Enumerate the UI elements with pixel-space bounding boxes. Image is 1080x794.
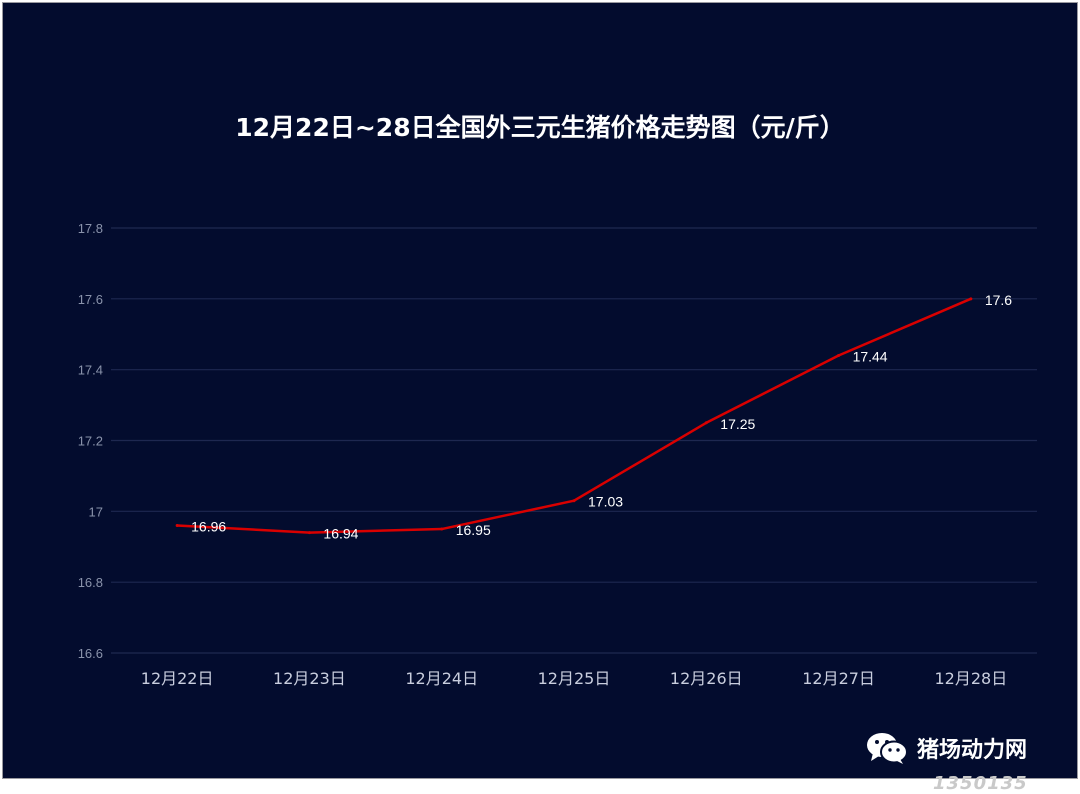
data-point bbox=[969, 297, 973, 301]
y-tick-label: 17.8 bbox=[78, 221, 103, 236]
x-tick-label: 12月24日 bbox=[405, 669, 478, 688]
y-axis: 16.6 16.8 17 17.2 17.4 17.6 17.8 bbox=[78, 221, 103, 661]
y-tick-label: 17.2 bbox=[78, 434, 103, 449]
data-label: 17.03 bbox=[588, 494, 623, 510]
watermark-number: 1350135 bbox=[933, 773, 1028, 794]
series-line bbox=[175, 297, 973, 535]
data-label: 17.6 bbox=[985, 292, 1012, 308]
gridlines bbox=[111, 227, 1037, 654]
data-point bbox=[704, 421, 708, 425]
y-tick-label: 17.6 bbox=[78, 292, 103, 307]
data-point bbox=[440, 527, 444, 531]
data-label: 16.95 bbox=[456, 522, 491, 538]
x-tick-label: 12月26日 bbox=[670, 669, 743, 688]
y-tick-label: 17.4 bbox=[78, 363, 103, 378]
wechat-icon bbox=[867, 733, 908, 764]
x-tick-label: 12月23日 bbox=[273, 669, 346, 688]
data-point bbox=[572, 499, 576, 503]
data-label: 16.94 bbox=[323, 526, 358, 542]
data-point bbox=[837, 354, 841, 357]
watermark: 猪场动力网 bbox=[865, 731, 1027, 765]
x-tick-label: 12月25日 bbox=[538, 669, 611, 688]
data-label: 17.44 bbox=[853, 349, 888, 365]
data-label: 17.25 bbox=[720, 416, 755, 432]
data-point bbox=[307, 531, 311, 535]
x-tick-label: 12月22日 bbox=[141, 669, 214, 688]
series-line-path bbox=[177, 297, 972, 534]
y-tick-label: 16.8 bbox=[78, 575, 103, 590]
data-labels: 16.96 16.94 16.95 17.03 17.25 17.44 17.6 bbox=[191, 292, 1012, 542]
x-tick-label: 12月27日 bbox=[802, 669, 875, 688]
y-tick-label: 17 bbox=[89, 504, 103, 519]
x-tick-label: 12月28日 bbox=[934, 669, 1007, 688]
data-point bbox=[175, 524, 179, 527]
chart-title: 12月22日~28日全国外三元生猪价格走势图（元/斤） bbox=[235, 113, 845, 142]
x-axis: 12月22日 12月23日 12月24日 12月25日 12月26日 12月27日 12月2… bbox=[141, 669, 1007, 688]
data-label: 16.96 bbox=[191, 519, 226, 535]
watermark-text: 猪场动力网 bbox=[917, 738, 1028, 763]
y-tick-label: 16.6 bbox=[78, 646, 103, 661]
